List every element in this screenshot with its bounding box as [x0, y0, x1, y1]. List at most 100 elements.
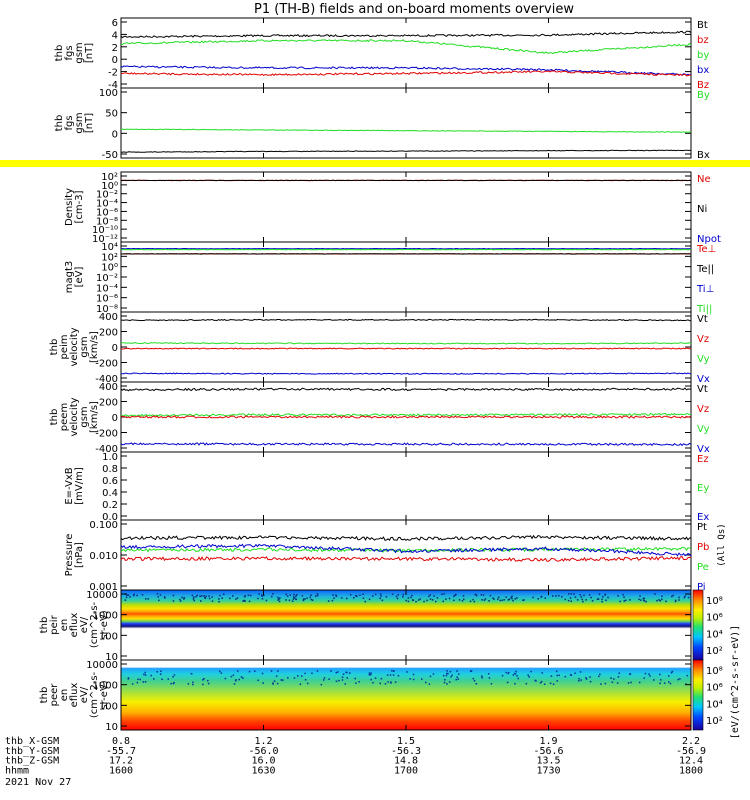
electron-spectrogram-speck — [679, 678, 681, 680]
electron-spectrogram-speck — [387, 681, 389, 683]
ion-spectrogram-speck — [127, 594, 130, 596]
y-tick-label: 10² — [101, 252, 118, 263]
ion-spectrogram-speck — [136, 594, 138, 597]
electron-spectrogram-speck — [127, 677, 130, 679]
ion-spectrogram-speck — [596, 598, 599, 600]
y-axis-label: thb — [54, 45, 65, 62]
y-axis-label: eV/ — [79, 686, 90, 703]
electron-spectrogram-speck — [507, 672, 509, 675]
ion-spectrogram-speck — [218, 601, 220, 603]
ion-spectrogram-speck — [469, 600, 472, 603]
colorbar-tick-label: 10⁸ — [706, 596, 723, 607]
ion-spectrogram-speck — [293, 597, 296, 599]
ion-spectrogram-speck — [659, 600, 661, 602]
ion-spectrogram-speck — [248, 600, 251, 603]
electron-spectrogram-speck — [556, 674, 558, 677]
electron-spectrogram-speck — [514, 673, 517, 675]
ion-spectrogram-speck — [573, 593, 575, 595]
legend-bt: Bt — [697, 20, 708, 31]
ion-spectrogram-speck — [306, 597, 308, 599]
electron-spectrogram-speck — [446, 672, 448, 675]
ion-spectrogram-speck — [293, 593, 295, 596]
electron-spectrogram-speck — [425, 681, 427, 684]
electron-spectrogram-speck — [160, 670, 162, 672]
ion-spectrogram-speck — [429, 598, 432, 600]
electron-spectrogram-speck — [159, 673, 162, 675]
ion-spectrogram-speck — [278, 600, 281, 603]
electron-spectrogram-speck — [277, 670, 279, 672]
ion-spectrogram-speck — [263, 594, 265, 597]
electron-spectrogram-speck — [638, 681, 641, 684]
ion-spectrogram-speck — [196, 594, 198, 597]
electron-spectrogram-speck — [659, 673, 661, 676]
ion-spectrogram-speck — [200, 600, 202, 602]
y-axis-label: peim — [59, 334, 70, 359]
ion-spectrogram-speck — [483, 599, 486, 601]
y-tick-label: -200 — [95, 359, 118, 370]
y-axis-label: en — [59, 689, 70, 702]
ion-spectrogram-speck — [391, 593, 394, 595]
electron-spectrogram-speck — [564, 675, 567, 678]
ion-spectrogram-speck — [242, 600, 244, 602]
x-axis-value: -56.3 — [391, 746, 421, 757]
x-axis-row-name: thb_Z-GSM — [5, 756, 59, 767]
electron-spectrogram-speck — [540, 680, 543, 683]
electron-spectrogram-speck — [230, 675, 233, 678]
electron-spectrogram-speck — [432, 673, 435, 675]
electron-spectrogram-speck — [280, 679, 282, 681]
colorbar-extra-label: (All Qs) — [717, 523, 727, 566]
electron-spectrogram-speck — [421, 678, 423, 680]
ion-spectrogram-speck — [381, 599, 384, 602]
ion-spectrogram-speck — [499, 599, 501, 602]
y-tick-label: 100 — [99, 701, 118, 712]
electron-spectrogram-speck — [374, 677, 377, 679]
ion-spectrogram-speck — [619, 600, 621, 603]
y-tick-label: 10⁻² — [96, 273, 118, 284]
ion-spectrogram-speck — [552, 595, 554, 597]
ion-spectrogram-speck — [223, 593, 225, 595]
ion-spectrogram-speck — [158, 599, 160, 602]
ion-spectrogram-speck — [236, 597, 239, 599]
ion-spectrogram-speck — [569, 597, 572, 599]
y-tick-label: 1000 — [93, 611, 118, 622]
electron-spectrogram-speck — [307, 682, 309, 685]
ion-spectrogram-speck — [488, 600, 490, 602]
electron-spectrogram-speck — [328, 678, 330, 680]
ion-spectrogram-speck — [537, 598, 539, 600]
electron-spectrogram-speck — [384, 683, 387, 685]
electron-spectrogram-speck — [240, 676, 243, 678]
ion-spectrogram-speck — [643, 600, 646, 602]
ion-spectrogram-speck — [475, 594, 478, 597]
electron-spectrogram-speck — [337, 671, 339, 673]
ion-spectrogram-speck — [625, 599, 627, 602]
electron-spectrogram-speck — [390, 682, 392, 684]
ion-spectrogram-speck — [301, 595, 304, 597]
panel-p6: 400 200 0 -200 -400 thb peem velocity gsm [km/s] V… — [49, 381, 710, 455]
ion-spectrogram-speck — [295, 595, 297, 597]
electron-spectrogram-speck — [444, 679, 446, 681]
electron-spectrogram-speck — [368, 672, 371, 674]
y-axis-label: Density — [64, 188, 75, 226]
y-tick-label: 1000 — [93, 681, 118, 692]
y-axis-label: eflux — [69, 613, 80, 638]
ion-spectrogram-speck — [261, 594, 263, 596]
electron-spectrogram-speck — [311, 672, 313, 674]
ion-spectrogram-speck — [353, 597, 355, 599]
electron-spectrogram-speck — [585, 678, 588, 680]
legend-vt: Vt — [697, 314, 708, 325]
electron-spectrogram-speck — [254, 670, 256, 672]
ion-spectrogram-speck — [355, 595, 357, 597]
electron-spectrogram-speck — [450, 676, 452, 678]
ion-spectrogram-speck — [497, 596, 500, 598]
ion-spectrogram-speck — [379, 597, 381, 600]
electron-spectrogram-speck — [613, 678, 615, 680]
electron-spectrogram-speck — [237, 670, 239, 672]
ion-spectrogram-speck — [463, 598, 465, 601]
electron-spectrogram-speck — [617, 676, 620, 678]
electron-spectrogram-speck — [685, 683, 687, 685]
ion-spectrogram-speck — [419, 598, 421, 600]
ion-spectrogram-speck — [362, 593, 364, 595]
electron-spectrogram-speck — [389, 674, 392, 676]
ion-spectrogram-speck — [481, 599, 483, 601]
ion-spectrogram-speck — [204, 597, 207, 599]
